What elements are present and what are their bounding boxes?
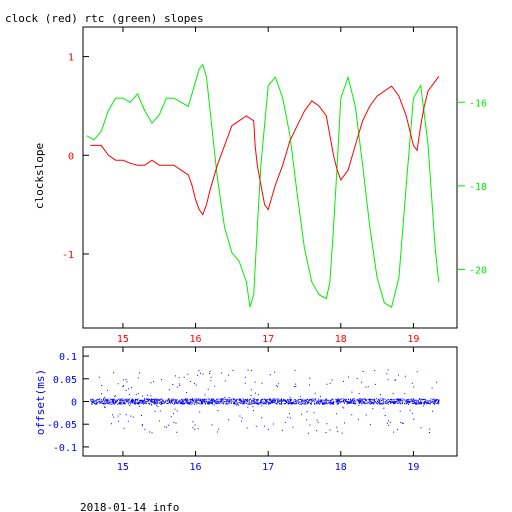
clock-series	[90, 76, 440, 216]
clock-line	[90, 76, 440, 216]
upper-y-tick-label: -1	[62, 250, 74, 261]
right-y-tick-label: -16	[469, 98, 487, 109]
right-y-tick-label: -20	[469, 265, 487, 276]
upper-panel: clockslope 15 16 17 18 19 1 0 -1 -16 -18 -20	[33, 26, 487, 345]
right-y-tick-label: -18	[469, 182, 487, 193]
upper-x-tick-label: 18	[335, 334, 347, 345]
upper-x-tick-label: 16	[190, 334, 202, 345]
rtc-series	[86, 63, 440, 308]
lower-x-tick-label: 19	[407, 462, 419, 473]
upper-x-tick-label: 19	[407, 334, 419, 345]
upper-y-axis-label: clockslope	[33, 143, 46, 209]
upper-x-tick-label: 17	[262, 334, 274, 345]
offset-series	[90, 369, 440, 434]
lower-y-tick-label: 0	[71, 398, 77, 409]
rtc-line	[86, 63, 440, 308]
lower-y-tick-label: -0.1	[53, 443, 77, 454]
lower-x-tick-label: 15	[117, 462, 129, 473]
lower-x-tick-label: 17	[262, 462, 274, 473]
upper-plot-frame	[82, 26, 458, 329]
lower-y-tick-label: 0.1	[59, 352, 77, 363]
lower-x-tick-label: 16	[190, 462, 202, 473]
chart-title: clock (red) rtc (green) slopes	[5, 12, 204, 25]
footer-text: 2018-01-14 info	[80, 501, 179, 512]
upper-y-tick-label: 0	[68, 151, 74, 162]
lower-y-axis-label: offset(ms)	[34, 369, 47, 435]
lower-axes: 15 16 17 18 19 0.1 0.05 0 -0.05 -0.1	[47, 347, 419, 473]
lower-plot-frame	[82, 346, 458, 457]
lower-y-tick-label: -0.05	[47, 420, 77, 431]
upper-y-tick-label: 1	[68, 53, 74, 64]
upper-x-tick-label: 15	[117, 334, 129, 345]
lower-y-tick-label: 0.05	[53, 375, 77, 386]
lower-x-tick-label: 18	[335, 462, 347, 473]
upper-axes: 15 16 17 18 19 1 0 -1 -16 -18 -20	[62, 27, 487, 345]
lower-panel: offset(ms) 15 16 17 18 19 0.1 0.05 0 -0.05 -0.1	[34, 346, 458, 473]
offset-points	[90, 369, 440, 434]
